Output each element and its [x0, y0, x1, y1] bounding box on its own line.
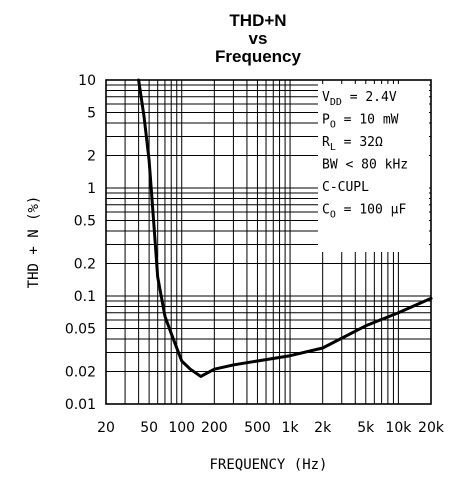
plot-frame — [105, 79, 432, 405]
y-tick-label: 2 — [87, 148, 96, 164]
x-axis-ticks: 20 50 100 200 500 1k 2k 5k 10k 20k — [97, 420, 445, 436]
condition-line: PO = 10 mW — [322, 113, 399, 131]
x-tick-label: 10k — [385, 420, 412, 436]
condition-line: BW < 80 kHz — [322, 158, 408, 173]
x-tick-label: 20 — [97, 420, 115, 436]
condition-line: RL = 32Ω — [322, 135, 383, 153]
y-tick-label: 0.5 — [74, 214, 96, 230]
y-tick-label: 10 — [78, 73, 96, 89]
test-conditions: VDD = 2.4V PO = 10 mW RL = 32Ω BW < 80 kHz C… — [322, 90, 408, 221]
title-line-1: vs — [249, 29, 268, 48]
y-tick-label: 1 — [87, 181, 96, 197]
condition-line: CO = 100 μF — [322, 203, 406, 221]
y-axis-ticks: 10 5 2 1 0.5 0.2 0.1 0.05 0.02 0.01 — [65, 73, 96, 413]
x-axis-label: FREQUENCY (Hz) — [209, 457, 327, 473]
y-tick-label: 0.02 — [65, 364, 96, 380]
y-axis-label: THD + N (%) — [26, 196, 42, 289]
title-line-0: THD+N — [229, 11, 286, 30]
x-tick-label: 5k — [357, 420, 375, 436]
x-tick-label: 2k — [314, 420, 332, 436]
thd-curve — [137, 78, 433, 378]
condition-line: VDD = 2.4V — [322, 90, 397, 108]
condition-line: C-CUPL — [322, 180, 369, 195]
x-tick-label: 500 — [244, 420, 271, 436]
x-tick-label: 200 — [201, 420, 228, 436]
conditions-background — [318, 84, 429, 252]
y-tick-label: 0.01 — [65, 397, 96, 413]
x-tick-label: 100 — [168, 420, 195, 436]
x-tick-label: 1k — [282, 420, 300, 436]
y-tick-label: 0.05 — [65, 322, 96, 338]
y-tick-label: 0.2 — [74, 256, 96, 272]
y-tick-label: 0.1 — [74, 289, 96, 305]
title-line-2: Frequency — [215, 47, 302, 66]
x-tick-label: 20k — [418, 420, 445, 436]
y-tick-label: 5 — [87, 106, 96, 122]
x-tick-label: 50 — [140, 420, 158, 436]
